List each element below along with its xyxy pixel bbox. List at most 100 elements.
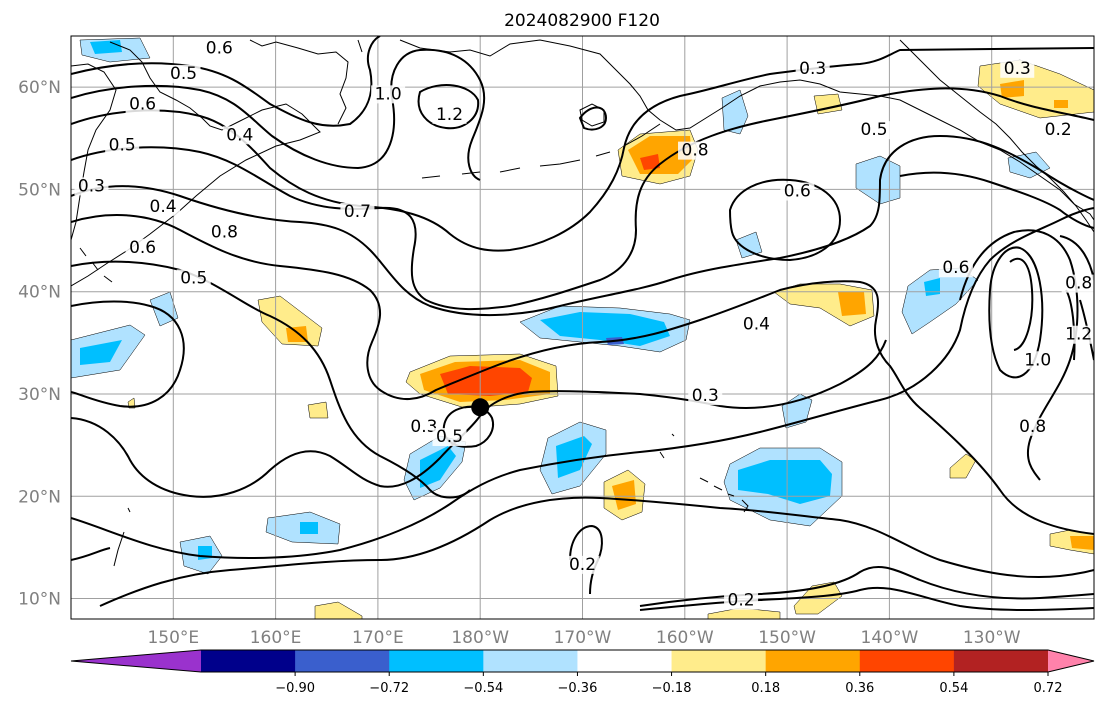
contour-line (71, 339, 887, 498)
contour-label: 0.3 (410, 417, 437, 437)
contour-line (988, 246, 1044, 379)
contour-label: 0.5 (109, 136, 136, 156)
shade-neg-core (420, 446, 456, 488)
contour-label: 0.6 (129, 238, 156, 258)
lon-tick-label: 150°E (147, 628, 199, 648)
shade-pos-region (949, 453, 977, 479)
contour-line (71, 547, 111, 561)
colorbar-segment (577, 650, 673, 672)
shaded-regions (71, 37, 1094, 619)
lon-tick-label: 170°E (352, 628, 404, 648)
colorbar-segment (389, 650, 484, 672)
colorbar: −0.90 −0.72 −0.54 −0.36 −0.18 0.18 0.36 0.54 0.7… (70, 649, 1095, 696)
lon-tick-label: 140°W (861, 628, 919, 648)
lon-tick-label: 160°W (656, 628, 714, 648)
contour-label-bg (371, 85, 406, 104)
shade-pos-region (307, 401, 329, 419)
contour-line (71, 300, 185, 408)
contour-label-bg (207, 223, 242, 242)
contour-label-bg (406, 417, 441, 436)
lon-tick-label: 170°W (554, 628, 612, 648)
shade-pos-core (1070, 536, 1094, 550)
contour-label-bg (1015, 417, 1050, 436)
contour-label: 1.2 (1065, 325, 1092, 345)
coastline-bering-island (579, 103, 605, 127)
contour-label-bg (1000, 59, 1035, 78)
contour-label-bg (724, 591, 759, 610)
contour-line (71, 214, 1094, 535)
contour-label-bg (222, 126, 257, 145)
storm-center-marker (471, 398, 490, 417)
shade-neg-core (738, 460, 832, 504)
contour-line (578, 106, 608, 131)
contour-line (899, 171, 1094, 229)
contour-label-bg (432, 428, 467, 447)
contour-label: 0.5 (436, 427, 463, 447)
colorbar-tick-label: 0.36 (845, 681, 874, 696)
colorbar-segment (201, 650, 296, 672)
contour-label: 0.4 (226, 125, 253, 145)
colorbar-segment (483, 650, 578, 672)
colorbar-tick-label: −0.36 (558, 681, 598, 696)
shade-neg-core (300, 522, 318, 534)
contour-line (99, 496, 1094, 607)
lat-tick-label: 10°N (18, 590, 61, 610)
contour-label: 0.6 (206, 38, 233, 58)
contour-label: 0.8 (1019, 417, 1046, 437)
contour-label: 0.2 (569, 555, 596, 575)
contour-label: 0.8 (682, 141, 709, 161)
contour-label-bg (176, 269, 211, 288)
contour-label-bg (739, 315, 774, 334)
contour-label: 0.2 (728, 591, 755, 611)
shade-neg-core (80, 340, 122, 365)
contour-label: 0.8 (1065, 274, 1092, 294)
contour-label: 0.3 (78, 176, 105, 196)
lat-tick-label: 30°N (18, 385, 61, 405)
contour-label-bg (146, 197, 181, 216)
contour-label-bg (166, 64, 201, 83)
contour-line (71, 207, 1094, 559)
lon-tick-label: 160°E (250, 628, 302, 648)
shade-pos-core (1054, 100, 1068, 108)
lat-tick-label: 50°N (18, 180, 61, 200)
shade-pos-core (1000, 80, 1024, 98)
shade-pos-region (314, 601, 363, 619)
colorbar-segment (953, 650, 1049, 672)
coastline-aleutians (421, 123, 661, 179)
contour-label: 0.2 (1045, 120, 1072, 140)
contour-label: 0.6 (129, 95, 156, 115)
shade-neg-region (855, 155, 901, 205)
contour-label-bg (74, 177, 109, 196)
colorbar-tick-label: −0.18 (652, 681, 692, 696)
contour-line (639, 565, 1094, 607)
contour-label: 0.5 (861, 120, 888, 140)
contour-label-bg (125, 95, 160, 114)
contour-label-bg (105, 136, 140, 155)
shade-pos-core (838, 292, 866, 316)
contour-labels: 1.21.00.70.80.60.50.60.40.50.30.40.60.50… (74, 38, 1094, 611)
shade-pos-region (977, 59, 1094, 119)
contour-label-bg (678, 141, 713, 160)
shade-pos-core (612, 480, 636, 510)
contour-line (71, 87, 1094, 311)
contour-line (417, 84, 480, 130)
contour-label: 0.7 (344, 202, 371, 222)
contour-label: 0.5 (170, 64, 197, 84)
shade-pos-core (640, 154, 660, 170)
contour-label-bg (1041, 121, 1076, 140)
contour-line (728, 178, 842, 262)
lat-tick-label: 20°N (18, 487, 61, 507)
contour-label-bg (795, 59, 830, 78)
contour-label-bg (125, 238, 160, 257)
colorbar-outline (70, 649, 1095, 673)
coastline-hawaii (699, 477, 749, 513)
contour-line (71, 134, 1094, 316)
contour-label-bg (1061, 274, 1094, 293)
contour-label: 0.6 (942, 258, 969, 278)
contour-label-bg (432, 105, 467, 124)
lat-tick-label: 40°N (18, 283, 61, 303)
contour-line (569, 524, 603, 595)
colorbar-tick-label: 0.18 (751, 681, 780, 696)
coastline-kamchatka (71, 41, 321, 287)
plot-area: 1.21.00.70.80.60.50.60.40.50.30.40.60.50… (71, 36, 1094, 619)
